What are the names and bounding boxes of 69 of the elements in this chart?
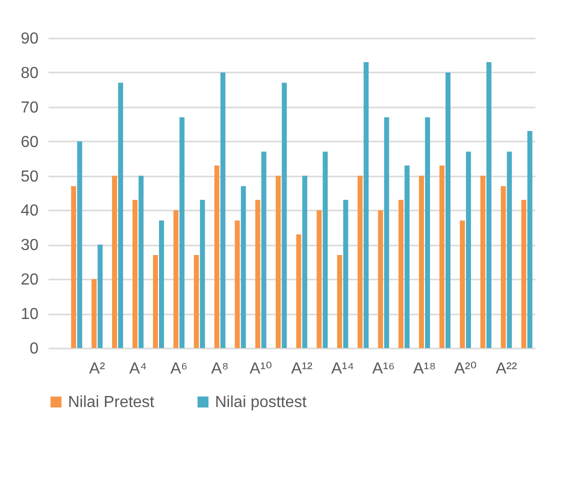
bar bbox=[384, 117, 390, 348]
y-tick-label: 20 bbox=[20, 272, 39, 289]
y-tick-label: 60 bbox=[20, 134, 39, 151]
bar bbox=[92, 279, 97, 348]
y-tick-label: 90 bbox=[20, 30, 39, 48]
bar bbox=[425, 117, 430, 348]
bar bbox=[220, 72, 226, 348]
y-tick-label: 10 bbox=[20, 306, 39, 324]
x-tick-label: A¹² bbox=[291, 360, 314, 378]
bar bbox=[132, 200, 138, 348]
bar bbox=[322, 152, 328, 348]
bar bbox=[500, 186, 506, 348]
bar bbox=[527, 131, 532, 348]
y-tick-label: 70 bbox=[20, 99, 39, 116]
y-tick-label: 30 bbox=[20, 237, 39, 254]
bar bbox=[302, 176, 308, 348]
bar bbox=[200, 200, 205, 348]
bar bbox=[159, 220, 164, 348]
bar bbox=[439, 165, 444, 348]
x-tick-label: A⁶ bbox=[170, 360, 188, 378]
x-tick-label: A² bbox=[89, 360, 106, 378]
bar bbox=[118, 82, 124, 348]
y-tick-label: 50 bbox=[20, 168, 39, 186]
x-tick-label: A¹⁰ bbox=[250, 360, 272, 378]
bar bbox=[138, 176, 144, 348]
x-tick-label: A¹⁶ bbox=[372, 360, 395, 378]
x-tick-label: A⁸ bbox=[211, 360, 229, 378]
y-tick-label: 80 bbox=[20, 64, 39, 82]
bar bbox=[261, 152, 266, 348]
bar bbox=[337, 255, 342, 348]
legend-label: Nilai posttest bbox=[215, 394, 308, 411]
bar bbox=[276, 176, 281, 348]
y-tick-label: 0 bbox=[30, 340, 39, 358]
bar bbox=[466, 152, 471, 348]
bar bbox=[404, 165, 410, 348]
bar bbox=[179, 117, 184, 348]
bar bbox=[358, 176, 363, 348]
bar bbox=[506, 152, 512, 348]
bar bbox=[486, 62, 492, 348]
bar bbox=[71, 186, 76, 348]
bar bbox=[343, 200, 348, 348]
bar bbox=[194, 255, 199, 348]
bar bbox=[214, 165, 220, 348]
bar bbox=[521, 200, 526, 348]
bar bbox=[446, 72, 450, 348]
bar bbox=[460, 220, 465, 348]
bar bbox=[77, 141, 82, 348]
bar bbox=[173, 210, 178, 348]
legend-label: Nilai Pretest bbox=[68, 394, 155, 411]
bar bbox=[364, 62, 369, 348]
bar bbox=[282, 82, 287, 348]
bar bbox=[418, 176, 424, 348]
bar bbox=[234, 220, 240, 348]
x-tick-label: A¹⁴ bbox=[331, 360, 354, 378]
bar bbox=[98, 244, 103, 348]
bar bbox=[378, 210, 384, 348]
bar bbox=[398, 200, 404, 348]
x-tick-label: A²² bbox=[496, 360, 518, 378]
x-tick-label: A²⁰ bbox=[454, 360, 477, 378]
x-tick-label: A¹⁸ bbox=[413, 360, 436, 378]
bar bbox=[152, 255, 158, 348]
y-tick-label: 40 bbox=[20, 202, 39, 220]
bar bbox=[112, 176, 118, 348]
bar bbox=[316, 210, 322, 348]
bar bbox=[240, 186, 246, 348]
bar bbox=[480, 176, 486, 348]
bar bbox=[296, 234, 302, 348]
bar bbox=[255, 200, 260, 348]
x-tick-label: A⁴ bbox=[129, 360, 147, 378]
